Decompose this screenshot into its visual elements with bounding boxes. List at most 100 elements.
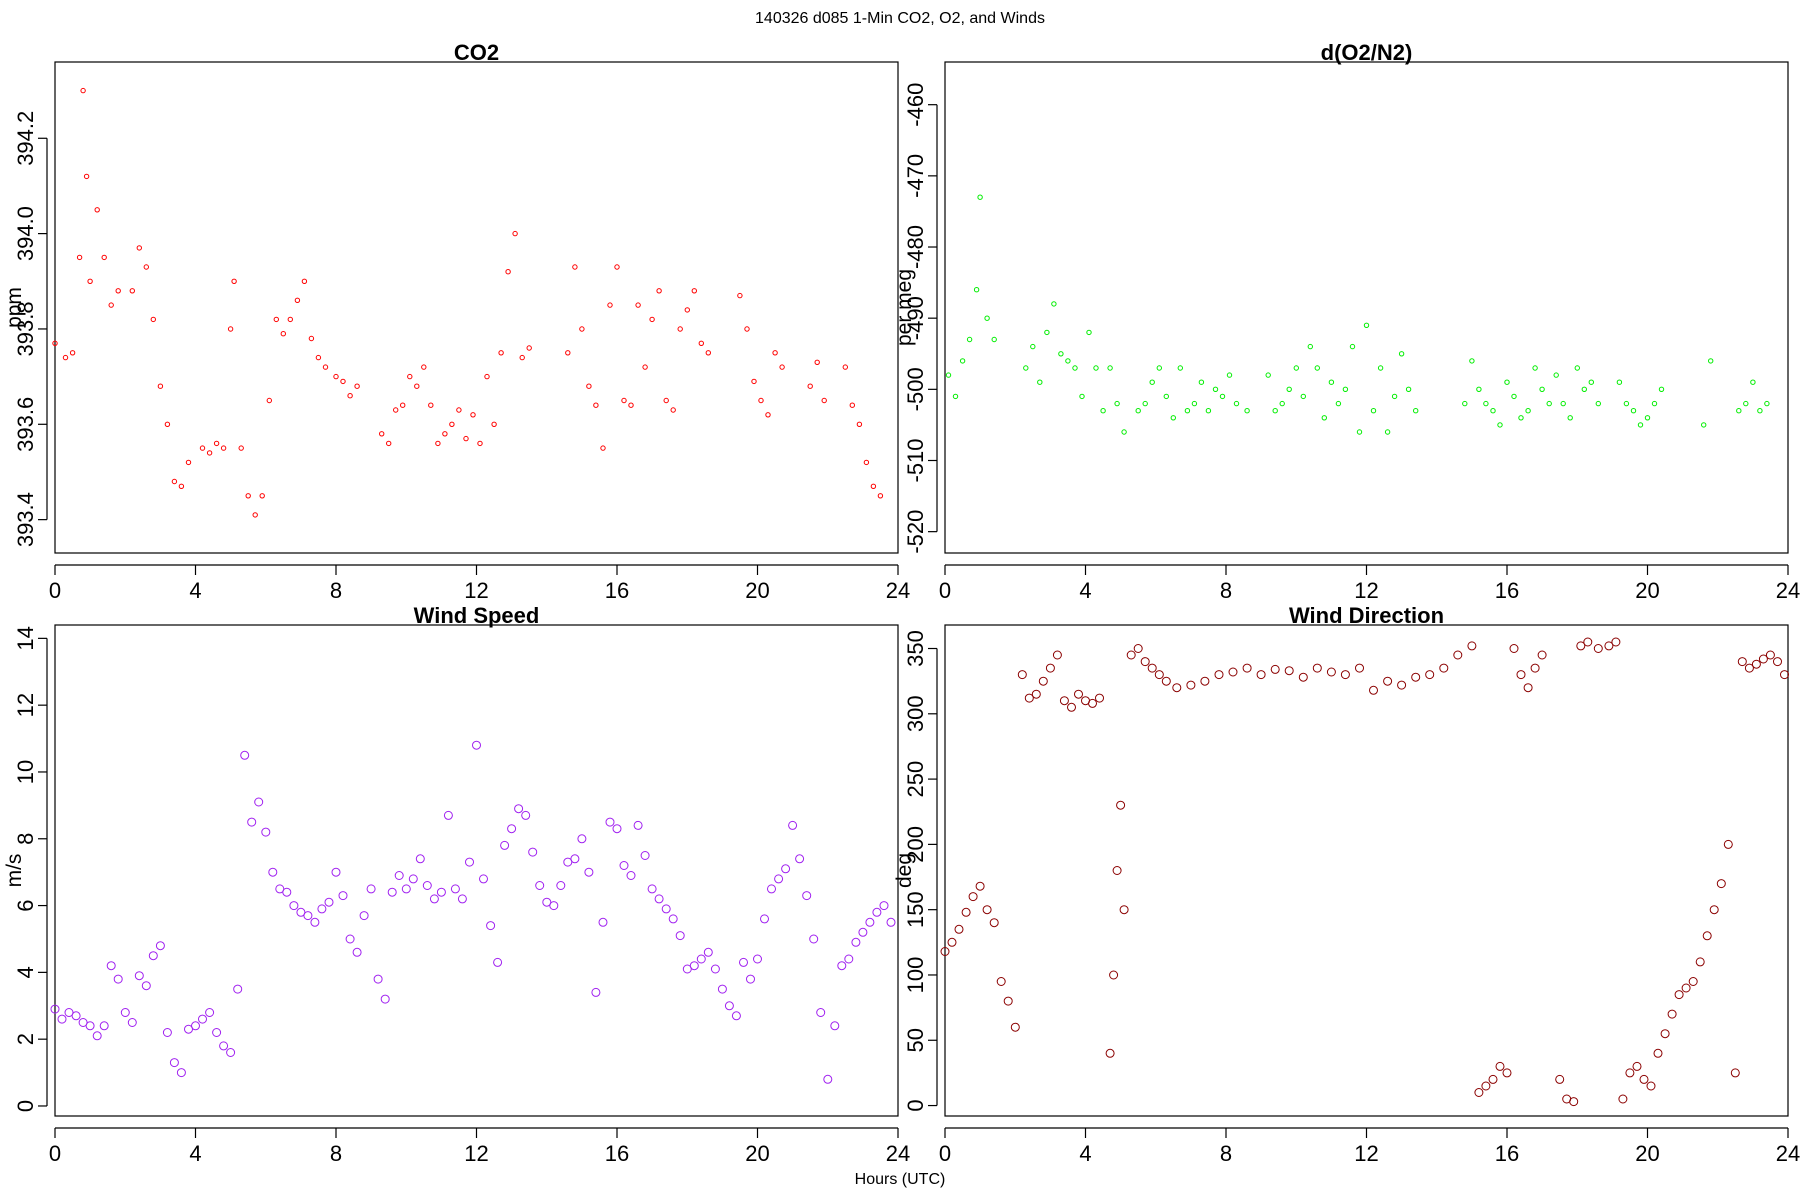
wind-direction-data-point bbox=[1660, 1029, 1670, 1039]
d-o2-n2-data-point bbox=[1191, 400, 1198, 407]
wind-speed-y-axis-label: m/s bbox=[3, 854, 26, 888]
co2-data-point bbox=[442, 431, 448, 437]
wind-speed-data-point bbox=[99, 1021, 109, 1031]
wind-direction-data-point bbox=[1555, 1074, 1565, 1084]
d-o2-n2-data-point bbox=[1321, 415, 1328, 421]
wind-direction-y-tick-label: 150 bbox=[903, 891, 928, 928]
co2-data-point bbox=[379, 431, 385, 437]
d-o2-n2-data-point bbox=[1525, 408, 1531, 414]
wind-direction-data-point bbox=[1523, 683, 1533, 693]
d-o2-n2-data-point bbox=[1560, 400, 1566, 407]
wind-direction-x-tick-label: 24 bbox=[1776, 1141, 1800, 1166]
wind-direction-data-point bbox=[1751, 659, 1761, 669]
wind-speed-data-point bbox=[865, 917, 875, 927]
wind-speed-data-point bbox=[71, 1011, 81, 1021]
co2-data-point bbox=[407, 373, 413, 380]
wind-direction-x-tick-label: 0 bbox=[939, 1141, 951, 1166]
wind-direction-y-axis-label: deg bbox=[893, 853, 916, 888]
wind-speed-data-point bbox=[191, 1021, 200, 1031]
wind-direction-data-point bbox=[1242, 663, 1252, 673]
wind-direction-data-point bbox=[982, 905, 992, 915]
d-o2-n2-data-point bbox=[959, 358, 966, 364]
d-o2-n2-data-point bbox=[973, 287, 980, 293]
wind-speed-data-point bbox=[570, 854, 580, 864]
d-o2-n2-data-point bbox=[1079, 393, 1085, 400]
co2-x-tick-label: 16 bbox=[605, 578, 629, 603]
d-o2-n2-data-point bbox=[1532, 365, 1538, 371]
wind-direction-data-point bbox=[1411, 672, 1421, 682]
d-o2-n2-data-point bbox=[1553, 372, 1559, 378]
wind-speed-data-point bbox=[240, 750, 250, 760]
wind-direction-data-point bbox=[940, 947, 950, 956]
wind-speed-data-point bbox=[837, 961, 847, 971]
d-o2-n2-data-point bbox=[1307, 343, 1314, 350]
wind-speed-data-point bbox=[162, 1028, 172, 1037]
wind-speed-data-point bbox=[303, 911, 313, 921]
wind-direction-points bbox=[940, 637, 1789, 1107]
co2-data-point bbox=[635, 302, 641, 308]
wind-speed-y-axis: 0 2 4 6 8 10 12 14 bbox=[13, 626, 48, 1112]
d-o2-n2-data-point bbox=[1149, 379, 1155, 385]
wind-speed-data-point bbox=[598, 917, 608, 927]
co2-data-point bbox=[614, 264, 620, 270]
co2-data-point bbox=[691, 288, 697, 294]
wind-speed-data-point bbox=[310, 917, 320, 927]
co2-data-point bbox=[705, 350, 711, 356]
wind-direction-data-point bbox=[1059, 696, 1069, 706]
wind-speed-data-point bbox=[612, 824, 622, 834]
wind-speed-points bbox=[50, 740, 896, 1084]
wind-speed-data-point bbox=[781, 864, 791, 874]
co2-data-point bbox=[315, 354, 322, 361]
d-o2-n2-data-point bbox=[1511, 393, 1517, 400]
co2-data-point bbox=[227, 326, 234, 332]
co2-data-point bbox=[347, 393, 353, 399]
wind-direction-data-point bbox=[1653, 1048, 1663, 1058]
wind-speed-data-point bbox=[802, 891, 812, 901]
co2-data-point bbox=[108, 302, 114, 308]
d-o2-n2-data-point bbox=[1518, 415, 1524, 421]
co2-data-point bbox=[414, 383, 420, 389]
wind-speed-data-point bbox=[394, 871, 404, 880]
wind-direction-data-point bbox=[1161, 676, 1171, 686]
co2-y-tick-label: 393.8 bbox=[13, 301, 38, 356]
co2-x-tick-label: 20 bbox=[745, 578, 769, 603]
wind-speed-data-point bbox=[493, 957, 503, 967]
co2-y-tick-label: 394.0 bbox=[13, 206, 38, 261]
wind-direction-data-point bbox=[1355, 663, 1364, 673]
wind-direction-data-point bbox=[1667, 1009, 1677, 1019]
wind-direction-data-point bbox=[1312, 663, 1322, 673]
wind-speed-data-point bbox=[788, 820, 798, 830]
co2-data-point bbox=[505, 269, 511, 275]
wind-speed-data-point bbox=[443, 810, 453, 820]
d-o2-n2-x-tick-label: 16 bbox=[1495, 578, 1519, 603]
co2-data-point bbox=[526, 345, 532, 351]
wind-speed-data-point bbox=[549, 901, 559, 911]
wind-speed-data-point bbox=[472, 740, 481, 750]
wind-speed-data-point bbox=[717, 984, 727, 994]
wind-direction-data-point bbox=[1688, 977, 1698, 986]
co2-data-point bbox=[670, 407, 676, 413]
wind-direction-data-point bbox=[1474, 1088, 1484, 1097]
wind-direction-data-point bbox=[989, 918, 999, 928]
d-o2-n2-data-point bbox=[1623, 400, 1630, 407]
d-o2-n2-x-tick-label: 12 bbox=[1354, 578, 1378, 603]
figure-x-axis-label: Hours (UTC) bbox=[855, 1171, 946, 1188]
wind-speed-y-tick-label: 8 bbox=[13, 833, 38, 845]
wind-speed-data-point bbox=[338, 891, 348, 901]
wind-speed-data-point bbox=[605, 817, 615, 827]
co2-data-point bbox=[849, 402, 855, 408]
wind-direction-data-point bbox=[1730, 1068, 1740, 1078]
wind-direction-x-tick-label: 8 bbox=[1220, 1141, 1232, 1166]
wind-direction-data-point bbox=[1516, 670, 1526, 680]
wind-speed-data-point bbox=[774, 874, 784, 884]
wind-speed-data-point bbox=[155, 941, 165, 951]
d-o2-n2-data-point bbox=[1588, 379, 1595, 385]
wind-direction-x-tick-label: 4 bbox=[1079, 1141, 1091, 1166]
d-o2-n2-data-point bbox=[1701, 422, 1707, 428]
co2-data-point bbox=[698, 340, 704, 346]
d-o2-n2-data-point bbox=[991, 336, 997, 343]
wind-direction-data-point bbox=[1481, 1081, 1491, 1091]
co2-data-point bbox=[607, 302, 613, 308]
co2-data-point bbox=[157, 383, 164, 389]
wind-speed-y-tick-label: 6 bbox=[13, 899, 38, 911]
